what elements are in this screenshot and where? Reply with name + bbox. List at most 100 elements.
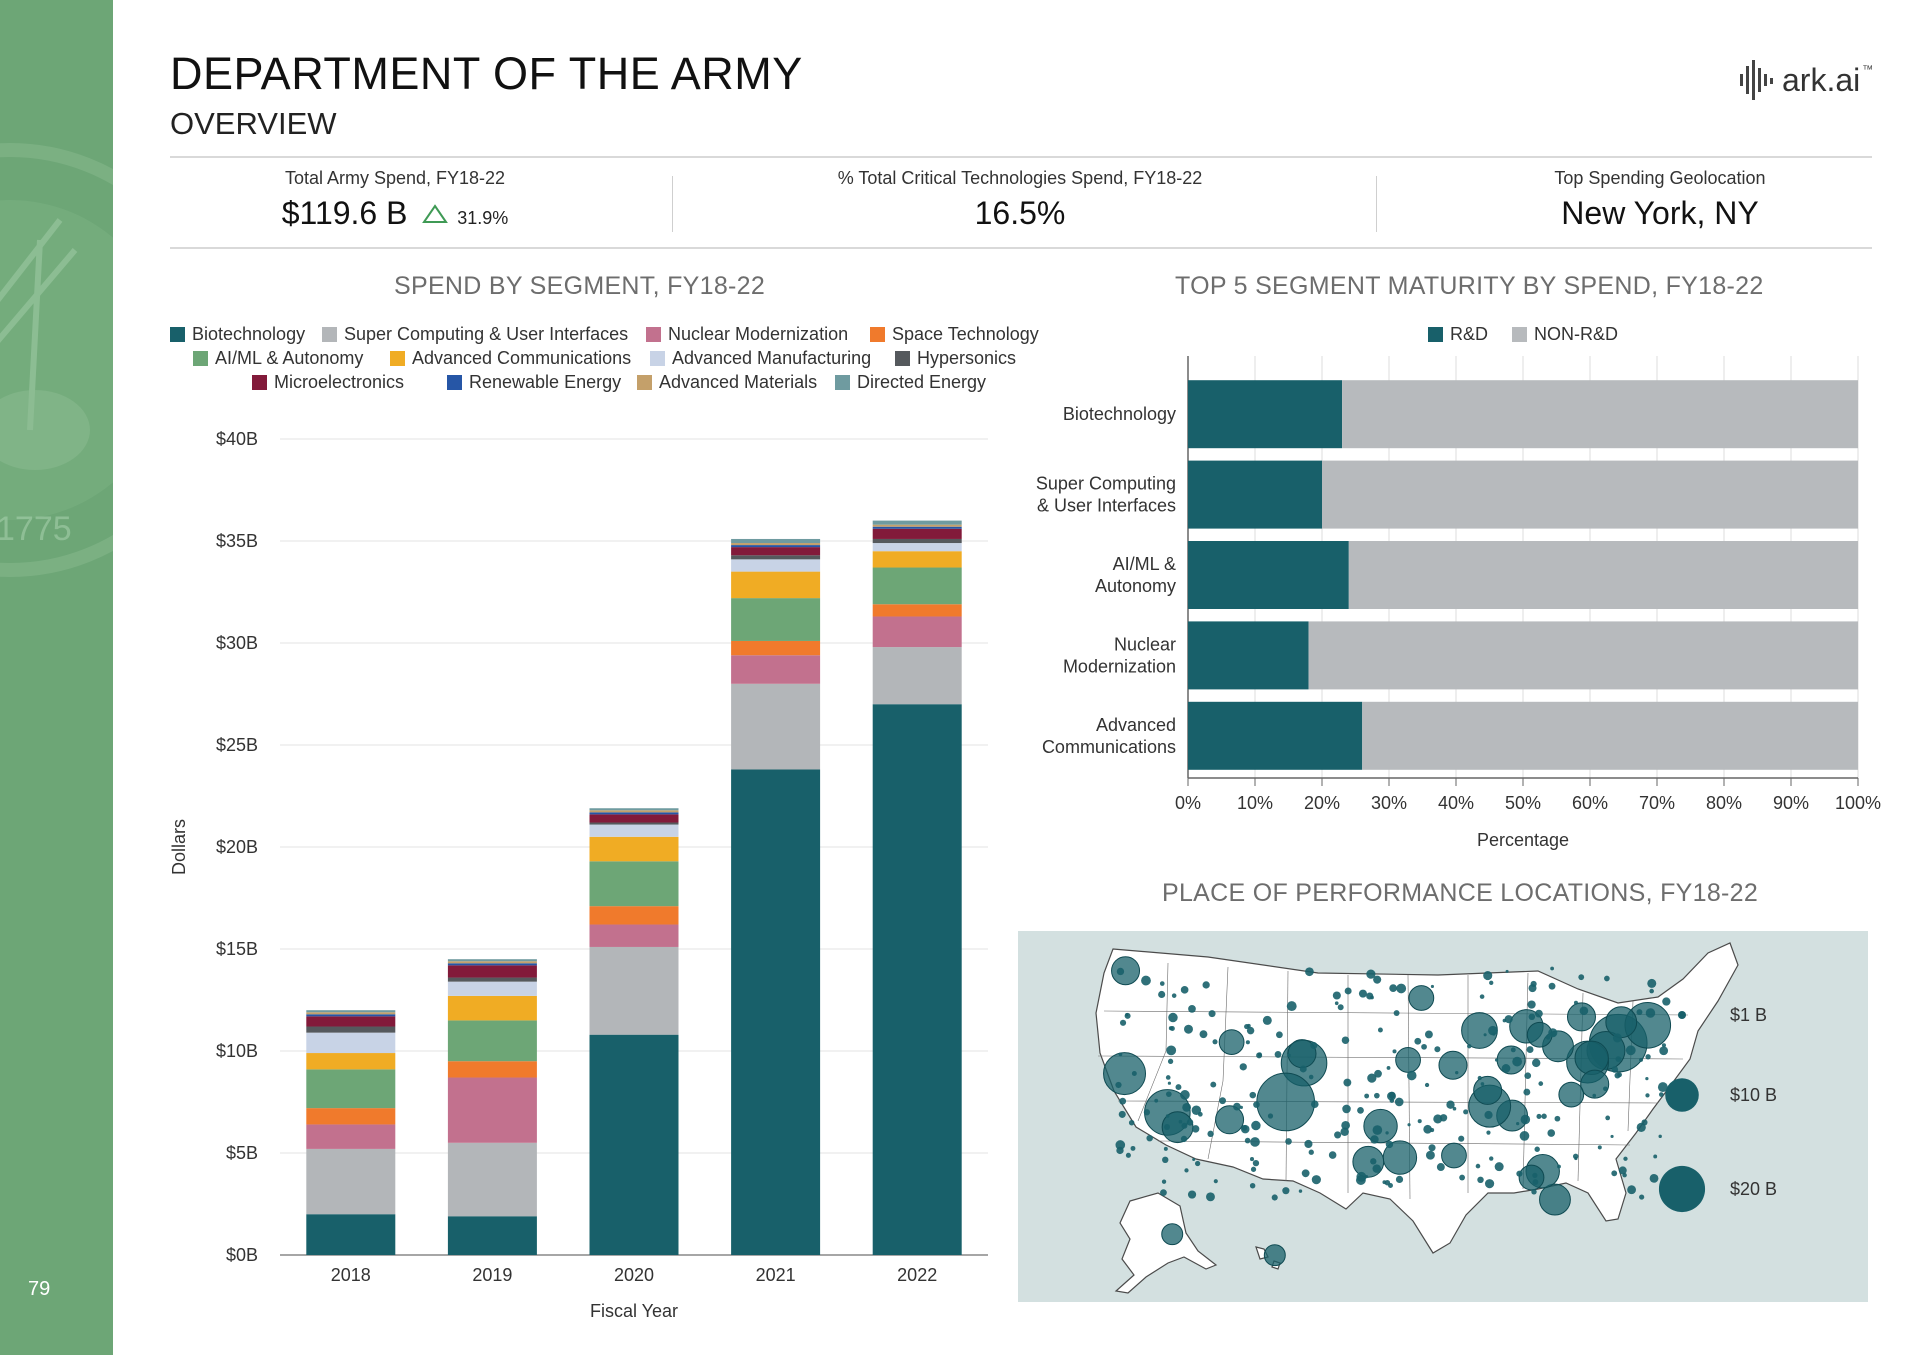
map-dot [1504,1015,1513,1024]
map-dot [1167,1081,1172,1085]
map-dot [1536,1113,1542,1119]
x-tick-label: 0% [1175,793,1201,813]
bar-2018-ai-ml-autonomy [306,1069,396,1109]
map-dot [1661,1043,1666,1048]
bar-2019-biotechnology [447,1216,537,1255]
bar-2021-advanced-communications [731,571,821,599]
map-dot [1516,1170,1523,1177]
legend-label: R&D [1450,324,1489,344]
map-dot [1253,1101,1260,1108]
y-tick-label: $35B [216,531,258,551]
map-dot [1501,1064,1511,1073]
map-dot [1483,1033,1487,1037]
map-dot [1417,1119,1422,1124]
map-bubble [1574,1040,1609,1076]
page-number: 79 [28,1278,51,1300]
y-category-label-line: Advanced [1096,715,1176,735]
map-dot [1182,1102,1192,1112]
ark-logo-icon [1740,60,1773,100]
map-dot [1578,974,1585,981]
map-dot [1372,1164,1382,1173]
map-dot [1382,1180,1387,1185]
map-dot [1163,1146,1168,1151]
map-dot [1486,1130,1491,1135]
map-dot [1374,1092,1380,1099]
map-dot [1298,1189,1303,1193]
map-dot [1181,1122,1188,1129]
map-dot [1257,1052,1262,1057]
map-dot [1370,995,1374,1000]
bar-super-computing-user-interfaces-non-r-d [1322,460,1858,529]
map-bubble [1263,1244,1286,1267]
kpi-total-spend-label: Total Army Spend, FY18-22 [284,168,506,188]
map-dot [1477,1075,1482,1081]
bar-2020-space-technology [589,906,679,925]
map-dot [1579,1006,1589,1016]
map-dot [1477,1176,1484,1184]
bar-super-computing-user-interfaces-r-d [1188,460,1322,529]
performance-map-panel: $1 B $10 B $20 B [1018,931,1868,1302]
map-dot [1146,1134,1153,1142]
legend-label: Super Computing & User Interfaces [344,324,629,344]
map-dot [1169,1026,1175,1031]
map-dot [1337,1004,1344,1011]
map-dot [1406,1070,1417,1081]
map-dot [1436,1163,1445,1172]
y-category-label: Super Computing & User Interfaces [1036,474,1176,516]
legend-label: Hypersonics [917,348,1017,368]
map-bubble [1256,1072,1316,1132]
map-dot [1545,1035,1551,1040]
map-dot [1407,1123,1411,1127]
bar-2022-super-computing-user-interfaces [872,647,962,705]
map-dot [1627,1185,1637,1195]
map-dot [1636,1122,1646,1132]
map-dot [1334,1001,1339,1006]
bar-2020-advanced-materials [589,810,679,813]
map-dot [1520,1114,1531,1125]
legend-swatch [193,351,208,366]
map-dot [1538,1081,1544,1086]
map-bubble [1161,1223,1184,1246]
map-dot [1191,1125,1200,1133]
map-dot [1206,1192,1215,1202]
map-dot [1484,1110,1493,1120]
bar-2022-biotechnology [872,704,962,1255]
map-bubble [1395,1047,1421,1073]
map-dot [1180,1090,1190,1100]
map-dot [1282,1187,1290,1195]
map-dot [1125,1013,1129,1017]
bar-2019-advanced-communications [447,995,537,1021]
legend-swatch [1428,327,1443,342]
legend-swatch [646,327,661,342]
map-dot [1557,1164,1561,1169]
map-bubble [1215,1105,1245,1135]
map-dot [1219,1097,1227,1105]
legend-swatch [447,375,462,390]
map-dot [1160,1189,1167,1197]
map-dot [1484,1179,1495,1189]
map-dot [1455,1070,1459,1075]
map-dot [1167,1058,1174,1064]
header-divider-bottom [170,247,1872,249]
map-dot [1523,1088,1531,1096]
legend-label: Nuclear Modernization [668,324,849,344]
ark-ai-logo[interactable]: ark.ai ™ [1740,56,1873,104]
bar-nuclear-modernization-non-r-d [1308,621,1858,690]
y-category-label-line: AI/ML & [1113,554,1176,574]
y-tick-label: $25B [216,735,258,755]
legend-swatch [835,375,850,390]
svg-text:1775: 1775 [0,510,72,548]
x-tick-label: 70% [1639,793,1675,813]
map-dot [1197,1111,1203,1117]
map-dot [1154,1098,1159,1103]
legend-label: Advanced Manufacturing [672,348,872,368]
bar-2021-space-technology [731,640,821,656]
y-category-label-line: & User Interfaces [1037,496,1176,516]
place-of-performance-title: PLACE OF PERFORMANCE LOCATIONS, FY18-22 [1162,879,1759,907]
map-dot [1252,1159,1260,1167]
bar-2018-advanced-manufacturing [306,1032,396,1054]
map-dot [1276,1031,1283,1039]
bar-2021-renewable-energy [731,545,821,548]
map-dot [1364,1093,1370,1099]
map-dot [1414,1037,1422,1045]
